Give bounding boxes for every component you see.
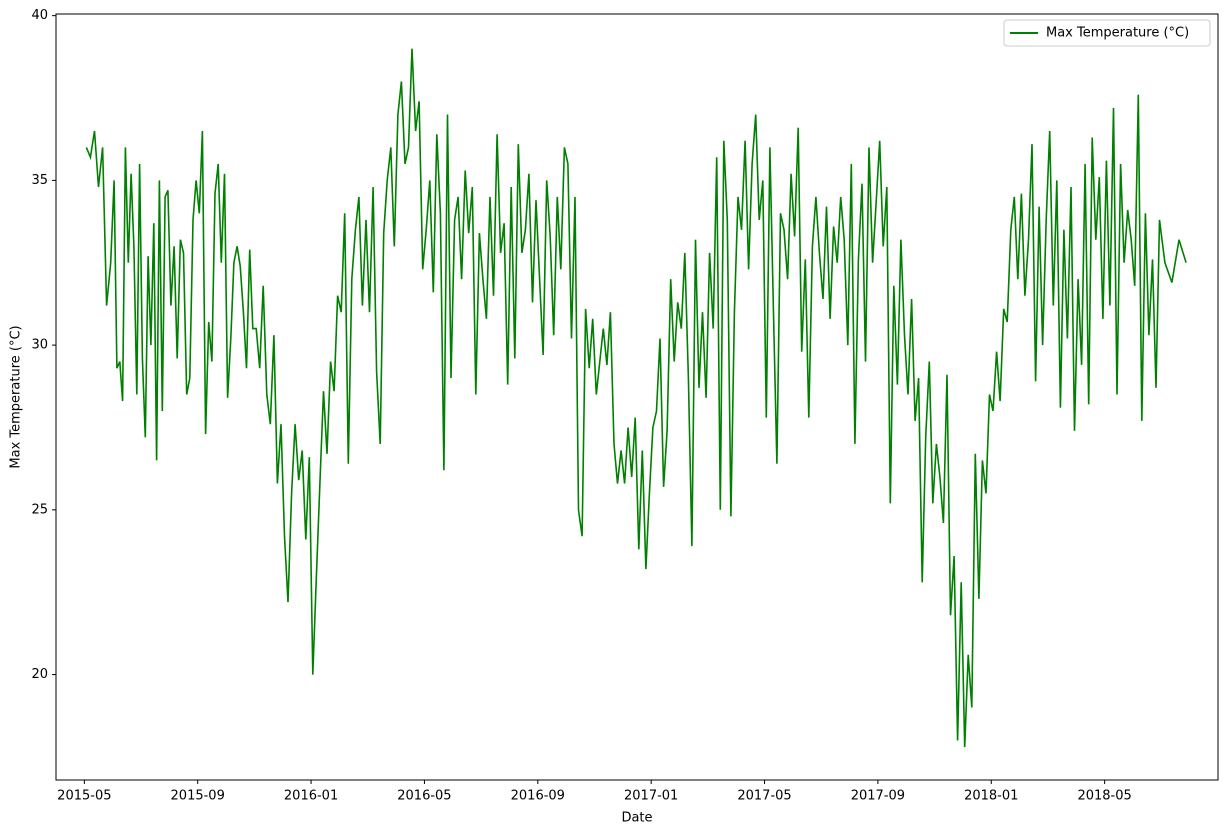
data-line [85, 48, 1187, 748]
x-tick-label: 2015-09 [171, 789, 225, 804]
y-tick-label: 35 [31, 173, 48, 188]
y-tick-label: 20 [31, 667, 48, 682]
legend-box [1003, 19, 1211, 47]
x-tick-label: 2018-01 [964, 789, 1018, 804]
y-axis-label: Max Temperature (°C) [9, 325, 24, 468]
x-tick-label: 2017-09 [851, 789, 905, 804]
x-axis-label: Date [621, 811, 652, 826]
x-tick-label: 2016-05 [397, 789, 451, 804]
x-tick-label: 2017-01 [624, 789, 678, 804]
y-tick-label: 30 [31, 338, 48, 353]
y-tick-label: 25 [31, 502, 48, 517]
legend-label: Max Temperature (°C) [1046, 26, 1189, 41]
x-tick-label: 2016-01 [284, 789, 338, 804]
x-tick-label: 2017-05 [737, 789, 791, 804]
x-tick-label: 2016-09 [511, 789, 565, 804]
plot-frame [55, 13, 1219, 781]
x-tick-label: 2015-05 [57, 789, 111, 804]
x-tick-label: 2018-05 [1077, 789, 1131, 804]
y-tick-label: 40 [31, 8, 48, 23]
